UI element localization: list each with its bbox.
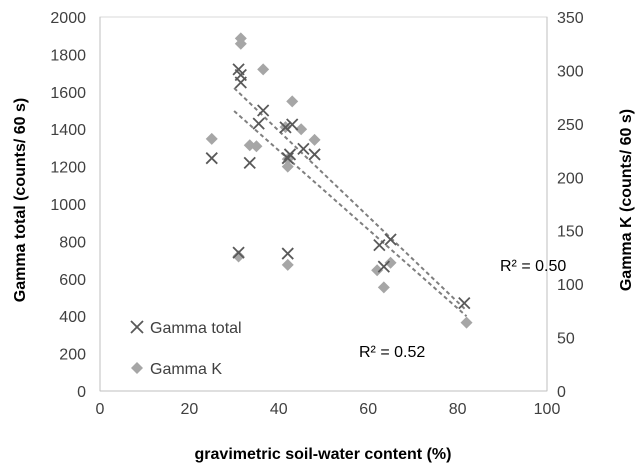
- gamma-total-trendline: [233, 87, 468, 312]
- x-tick-label: 0: [96, 401, 105, 418]
- gamma-k-point: [286, 95, 299, 108]
- y2-tick-label: 350: [557, 10, 584, 27]
- legend-gamma-total-marker: [130, 320, 144, 334]
- gamma-total-point: [458, 296, 471, 310]
- legend-gamma-k-marker: [131, 362, 143, 374]
- y-tick-label: 0: [77, 384, 86, 401]
- legend-gamma-k-label: Gamma K: [150, 361, 222, 378]
- gamma-k-point: [281, 258, 294, 271]
- x-marker-stroke: [232, 246, 245, 259]
- x-tick-label: 40: [270, 401, 288, 418]
- x-marker-stroke: [130, 320, 144, 334]
- x-marker-stroke: [458, 296, 471, 310]
- y2-tick-label: 150: [557, 224, 584, 241]
- y2-tick-label: 200: [557, 170, 584, 187]
- y-tick-label: 1000: [50, 197, 86, 214]
- x-marker-stroke: [308, 148, 321, 161]
- gamma-total-point: [279, 121, 292, 134]
- r2-label-gamma-total: R² = 0.50: [500, 258, 566, 275]
- gamma-k-point: [384, 256, 397, 269]
- x-marker-stroke: [384, 233, 397, 246]
- gamma-total-point: [234, 68, 247, 82]
- gamma-total-point: [281, 152, 294, 165]
- x-marker-stroke: [297, 142, 310, 155]
- x-marker-stroke: [377, 260, 390, 273]
- x-axis-title: gravimetric soil-water content (%): [195, 446, 452, 463]
- trendlines: [233, 87, 468, 317]
- gamma-k-point: [308, 133, 321, 146]
- axes: 0 20 40 60 80 1000200400600800100012001400160…: [50, 10, 583, 418]
- gamma-total-point: [205, 152, 218, 165]
- gamma-k-point: [205, 132, 218, 145]
- y2-tick-label: 50: [557, 331, 575, 348]
- gamma-total-point: [373, 239, 386, 252]
- x-marker-stroke: [234, 68, 247, 82]
- y-axis-title: Gamma total (counts/ 60 s): [12, 98, 29, 303]
- y-tick-label: 1200: [50, 160, 86, 177]
- gamma-k-point: [234, 37, 247, 50]
- x-tick-label: 80: [449, 401, 467, 418]
- gamma-k-trendline: [233, 110, 468, 317]
- gamma-total-point: [297, 142, 310, 155]
- x-marker-stroke: [286, 118, 299, 131]
- y-tick-label: 1800: [50, 47, 86, 64]
- gamma-total-point: [252, 117, 265, 130]
- gamma-k-point: [281, 160, 294, 173]
- x-tick-label: 20: [181, 401, 199, 418]
- gamma-total-point: [384, 233, 397, 246]
- x-tick-label: 100: [534, 401, 561, 418]
- y-tick-label: 1400: [50, 122, 86, 139]
- gamma-total-point: [377, 260, 390, 273]
- x-marker-stroke: [281, 247, 294, 260]
- data-points: [205, 32, 473, 329]
- x-marker-stroke: [257, 104, 270, 117]
- x-marker-stroke: [243, 156, 256, 169]
- y-tick-label: 200: [59, 347, 86, 364]
- annotations: R² = 0.50 R² = 0.52: [359, 258, 566, 361]
- y-tick-label: 800: [59, 234, 86, 251]
- x-marker-stroke: [281, 152, 294, 165]
- y2-tick-label: 300: [557, 63, 584, 80]
- y2-tick-label: 250: [557, 117, 584, 134]
- gamma-k-point: [371, 264, 384, 277]
- gamma-k-point: [232, 250, 245, 263]
- gamma-total-point: [286, 118, 299, 131]
- gamma-total-point: [281, 247, 294, 260]
- y2-tick-label: 0: [557, 384, 566, 401]
- gamma-k-point: [460, 316, 473, 329]
- x-marker-stroke: [373, 239, 386, 252]
- gamma-k-point: [295, 123, 308, 136]
- gamma-k-point: [377, 281, 390, 294]
- x-marker-stroke: [279, 121, 292, 134]
- y-tick-label: 1600: [50, 85, 86, 102]
- y-tick-label: 2000: [50, 10, 86, 27]
- gamma-k-point: [257, 63, 270, 76]
- gamma-total-point: [232, 246, 245, 259]
- gamma-total-point: [257, 104, 270, 117]
- gamma-k-point: [250, 140, 263, 153]
- x-marker-stroke: [252, 117, 265, 130]
- x-marker-stroke: [283, 148, 297, 161]
- gamma-total-point: [283, 148, 297, 161]
- legend: Gamma total Gamma K: [130, 320, 242, 378]
- gamma-total-point: [243, 156, 256, 169]
- x-marker-stroke: [205, 152, 218, 165]
- x-marker-stroke: [232, 63, 245, 76]
- r2-label-gamma-k: R² = 0.52: [359, 344, 425, 361]
- y2-axis-title: Gamma K (counts/ 60 s): [618, 109, 635, 291]
- y-tick-label: 600: [59, 272, 86, 289]
- legend-gamma-total-label: Gamma total: [150, 320, 242, 337]
- x-tick-label: 60: [359, 401, 377, 418]
- y2-tick-label: 100: [557, 277, 584, 294]
- gamma-total-point: [308, 148, 321, 161]
- y-tick-label: 400: [59, 309, 86, 326]
